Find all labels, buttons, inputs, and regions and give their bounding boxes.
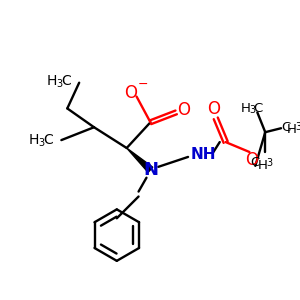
Text: H: H <box>46 74 57 88</box>
Text: 3: 3 <box>295 122 300 132</box>
Text: C: C <box>61 74 71 88</box>
Text: H: H <box>241 102 250 115</box>
Polygon shape <box>127 148 153 172</box>
Text: O: O <box>207 100 220 118</box>
Text: H: H <box>287 123 297 136</box>
Text: −: − <box>137 78 148 91</box>
Text: 3: 3 <box>266 158 272 168</box>
Text: N: N <box>143 161 158 179</box>
Text: C: C <box>251 156 260 170</box>
Text: H: H <box>257 159 267 172</box>
Text: H: H <box>28 133 39 147</box>
Text: 3: 3 <box>249 105 255 116</box>
Text: C: C <box>281 121 291 134</box>
Text: 3: 3 <box>38 138 45 148</box>
Text: O: O <box>245 151 258 169</box>
Text: NH: NH <box>190 147 216 162</box>
Text: C: C <box>254 102 263 115</box>
Text: 3: 3 <box>56 79 62 89</box>
Text: O: O <box>178 101 190 119</box>
Text: O: O <box>124 84 137 102</box>
Text: C: C <box>44 133 53 147</box>
